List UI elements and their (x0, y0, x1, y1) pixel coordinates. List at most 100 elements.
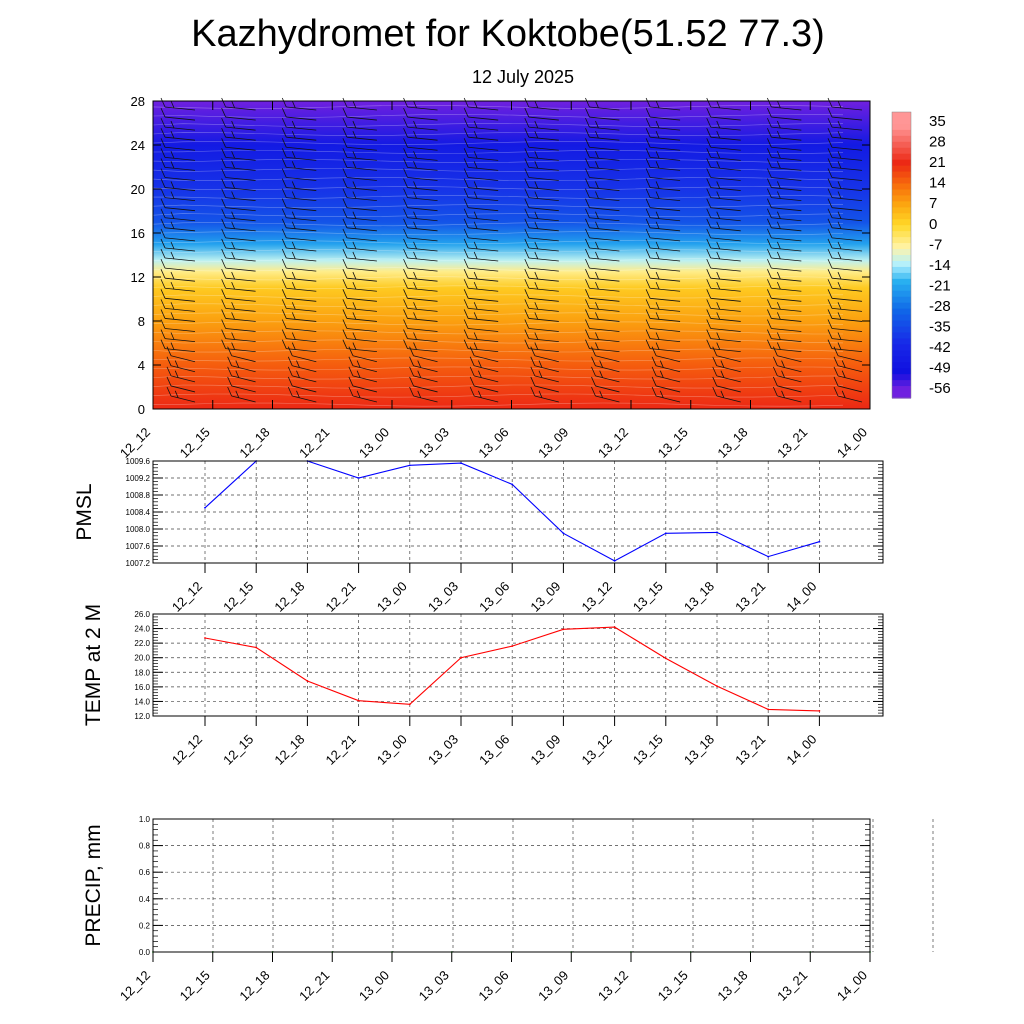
wind-barb (403, 228, 438, 242)
wind-barb-flag (766, 148, 772, 158)
wind-barb-flag (645, 329, 651, 339)
wind-barb-flag (413, 161, 417, 169)
wind-barb (833, 356, 863, 373)
wind-barb-flag (706, 289, 712, 299)
wind-barb-flag (655, 100, 660, 109)
wind-barb-shaft (413, 355, 438, 363)
wind-barb-flag (413, 251, 417, 260)
wind-barb (403, 238, 438, 252)
wind-barb-flag (160, 148, 166, 158)
colorbar-band (892, 123, 911, 131)
wind-barb-shaft (710, 318, 741, 322)
wind-barb-shaft (650, 307, 681, 312)
wind-barb (403, 339, 438, 353)
wind-barb (281, 238, 317, 252)
wind-barb-shaft (346, 217, 377, 222)
wind-barb (348, 376, 378, 393)
wind-barb-flag (524, 128, 530, 138)
wind-barb (160, 158, 196, 171)
wind-barb-flag (221, 107, 227, 118)
wind-barb-shaft (286, 257, 317, 262)
wind-barb-shaft (225, 287, 256, 292)
wind-barb-shaft (771, 177, 802, 181)
wind-barb (524, 289, 559, 302)
wind-barb (530, 386, 559, 403)
wind-barb-flag (530, 386, 536, 397)
wind-barb-flag (585, 107, 590, 118)
wind-barb-flag (281, 107, 287, 118)
wind-barb-flag (478, 390, 482, 398)
wind-barb-flag (716, 271, 721, 280)
wind-barb (160, 248, 196, 262)
wind-barb (166, 356, 196, 373)
wind-barb-shaft (468, 247, 499, 252)
wind-barb-flag (348, 366, 354, 377)
x-tick-label-13-15: 13_15 (655, 425, 691, 461)
wind-barb (645, 148, 681, 161)
wind-barb-shaft (352, 385, 378, 393)
wind-barb-flag (766, 228, 772, 239)
wind-barb-shaft (589, 207, 620, 212)
isotherm-line (153, 195, 844, 200)
wind-barb-shaft (771, 257, 802, 262)
wind-barb-flag (534, 332, 539, 340)
wind-barb-shaft (286, 277, 317, 282)
wind-barb (463, 138, 499, 151)
wind-barb (766, 238, 802, 252)
wind-barb (221, 158, 256, 171)
wind-barb-shaft (831, 156, 863, 161)
isotherm-line (152, 123, 844, 127)
wind-barb-shaft (650, 267, 681, 272)
wind-barb-shaft (225, 318, 256, 322)
wind-barb (348, 386, 378, 403)
colorbar-band (892, 225, 911, 232)
wind-barb (221, 208, 256, 222)
wind-barb-shaft (589, 338, 620, 342)
wind-barb-flag (530, 376, 536, 387)
wind-barb (645, 279, 681, 292)
wind-barb-flag (231, 130, 236, 139)
wind-barb (160, 218, 196, 232)
wind-barb-flag (342, 168, 348, 178)
wind-barb-flag (534, 181, 539, 189)
wind-barb (463, 128, 499, 141)
colorbar-band (892, 231, 911, 238)
wind-barb-flag (417, 360, 422, 368)
wind-barb-flag (291, 191, 296, 199)
wind-barb-flag (776, 161, 781, 169)
wind-barb-shaft (528, 287, 559, 292)
wind-barb-flag (281, 299, 287, 309)
wind-barb-flag (772, 376, 778, 387)
wind-barb (524, 279, 559, 292)
wind-barb-flag (174, 370, 179, 378)
colorbar-band (892, 350, 911, 357)
wind-barb-shaft (710, 247, 741, 252)
wind-barb-flag (342, 309, 348, 319)
colorbar-band (892, 171, 911, 179)
wind-barb (706, 107, 741, 121)
wind-barb-flag (227, 366, 233, 377)
wind-barb-flag (706, 138, 712, 148)
wind-barb-shaft (170, 395, 196, 403)
wind-barb (827, 188, 863, 202)
wind-barb-flag (170, 332, 175, 340)
wind-barb (706, 279, 741, 292)
wind-barb (221, 218, 256, 232)
wind-barb-flag (585, 178, 590, 188)
wind-barb (524, 339, 559, 353)
wind-barb-shaft (164, 287, 196, 292)
wind-barb-flag (776, 130, 781, 139)
wind-barb-shaft (346, 318, 377, 322)
wind-barb (706, 148, 741, 161)
wind-barb-shaft (837, 375, 863, 383)
wind-barb (342, 128, 377, 141)
wind-barb-flag (837, 211, 842, 219)
wind-barb (160, 148, 196, 161)
colorbar-band (892, 213, 911, 220)
wind-barb-flag (772, 386, 778, 397)
wind-barb (281, 309, 317, 322)
wind-barb-flag (655, 151, 660, 159)
wind-barb (160, 289, 196, 302)
wind-barb-shaft (407, 328, 438, 332)
wind-barb (463, 248, 499, 262)
